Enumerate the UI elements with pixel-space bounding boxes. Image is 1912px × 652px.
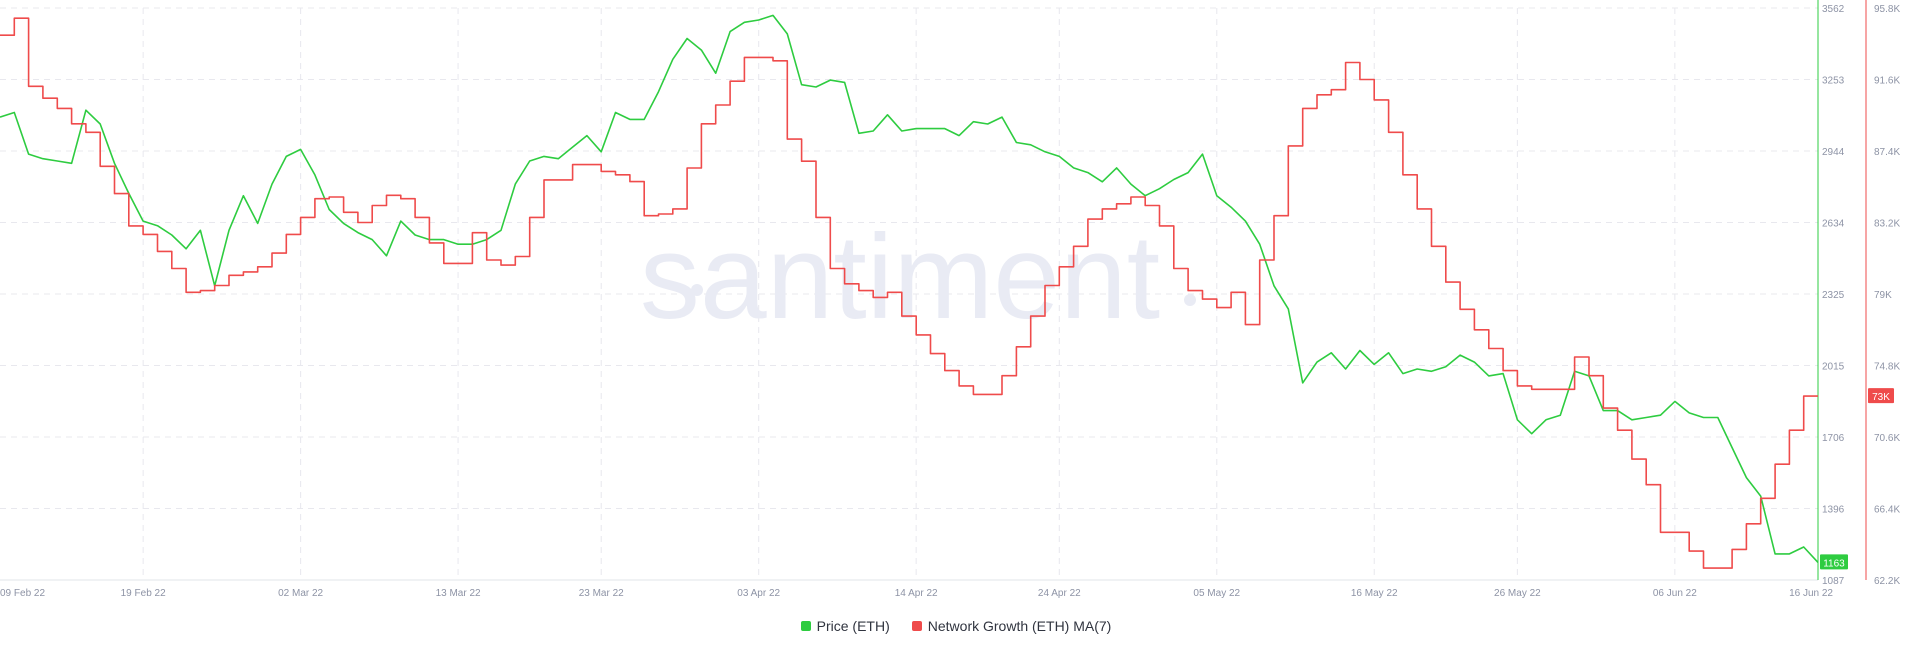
legend-label-network-growth: Network Growth (ETH) MA(7) [927, 618, 1112, 634]
growth-axis-tick-label: 74.8K [1874, 362, 1900, 373]
watermark-dot-left [691, 284, 703, 296]
legend-item-network-growth[interactable]: Network Growth (ETH) MA(7) [911, 616, 1112, 636]
x-axis-tick-label: 03 Apr 22 [737, 588, 780, 599]
x-axis-tick-label: 26 May 22 [1494, 588, 1541, 599]
growth-axis-tick-label: 70.6K [1874, 433, 1900, 444]
price-axis-tick-label: 2944 [1822, 147, 1845, 158]
price-last-value-text: 1163 [1823, 558, 1845, 569]
price-axis-tick-label: 1087 [1822, 576, 1845, 587]
growth-last-value-text: 73K [1872, 392, 1890, 403]
grid-layer [0, 7, 1818, 581]
growth-last-value-badge [1868, 388, 1894, 404]
price-axis-tick-label: 3253 [1822, 76, 1845, 87]
growth-axis-tick-label: 79K [1874, 290, 1892, 301]
x-axis-tick-label: 02 Mar 22 [278, 588, 323, 599]
network-growth-series-line [0, 17, 1818, 569]
legend: Price (ETH) Network Growth (ETH) MA(7) [0, 616, 1912, 636]
price-series-line [0, 14, 1819, 563]
x-axis-tick-label: 05 May 22 [1193, 588, 1240, 599]
growth-axis-tick-label: 87.4K [1874, 147, 1900, 158]
price-axis-tick-label: 1706 [1822, 433, 1845, 444]
price-axis-tick-label: 1396 [1822, 505, 1845, 516]
legend-item-price[interactable]: Price (ETH) [800, 616, 890, 636]
series-layer [0, 14, 1819, 569]
axes-layer: 3562 95.8K 3253 91.6K 2944 87.4K 2634 83.2K 2325… [0, 0, 1900, 599]
price-axis-tick-label: 2325 [1822, 290, 1845, 301]
x-axis-tick-label: 19 Feb 22 [121, 588, 166, 599]
watermark-dot-right [1184, 294, 1196, 306]
santiment-watermark: santiment [640, 210, 1160, 344]
badge-layer: 1163 73K [1820, 388, 1894, 570]
growth-axis-tick-label: 62.2K [1874, 576, 1900, 587]
x-axis-tick-label: 24 Apr 22 [1038, 588, 1081, 599]
x-axis-tick-label: 16 May 22 [1351, 588, 1398, 599]
network-growth-swatch-icon [911, 621, 922, 631]
price-axis-tick-label: 2015 [1822, 362, 1845, 373]
growth-axis-tick-label: 95.8K [1874, 4, 1900, 15]
x-axis-tick-label: 23 Mar 22 [579, 588, 624, 599]
x-axis-tick-label: 13 Mar 22 [436, 588, 481, 599]
growth-axis-tick-label: 83.2K [1874, 219, 1900, 230]
price-swatch-icon [800, 621, 811, 631]
growth-axis-tick-label: 91.6K [1874, 76, 1900, 87]
price-last-value-badge [1820, 554, 1848, 570]
x-axis-tick-label: 16 Jun 22 [1789, 588, 1833, 599]
growth-axis-tick-label: 66.4K [1874, 505, 1900, 516]
x-axis-tick-label: 14 Apr 22 [895, 588, 938, 599]
price-axis-tick-label: 2634 [1822, 219, 1845, 230]
x-axis-tick-label: 06 Jun 22 [1653, 588, 1697, 599]
legend-label-price: Price (ETH) [816, 618, 890, 634]
price-axis-tick-label: 3562 [1822, 4, 1845, 15]
x-axis-tick-label: 09 Feb 22 [0, 588, 45, 599]
